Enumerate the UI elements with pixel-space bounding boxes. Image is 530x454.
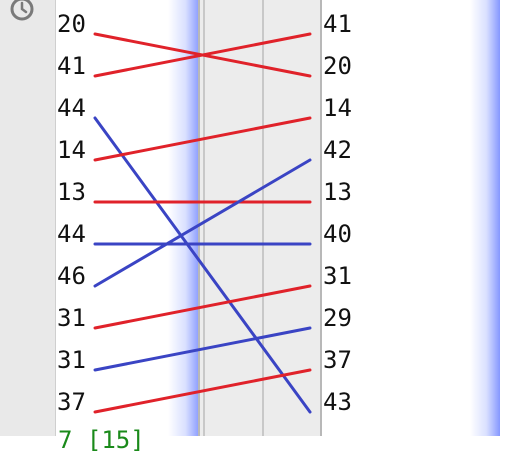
connection-line bbox=[93, 32, 312, 78]
right-value: 42 bbox=[323, 136, 352, 164]
right-value: 43 bbox=[323, 388, 352, 416]
connection-line bbox=[93, 326, 312, 372]
connection-lines bbox=[93, 32, 312, 414]
right-value: 29 bbox=[323, 304, 352, 332]
panel-divider bbox=[262, 0, 264, 436]
left-value: 46 bbox=[57, 262, 86, 290]
right-value: 20 bbox=[323, 52, 352, 80]
bottom-partial-text: 7 [15] bbox=[58, 426, 145, 454]
right-value: 37 bbox=[323, 346, 352, 374]
right-value: 13 bbox=[323, 178, 352, 206]
panel-divider bbox=[203, 0, 205, 436]
connection-line bbox=[93, 368, 312, 414]
right-value: 41 bbox=[323, 10, 352, 38]
history-icon[interactable] bbox=[9, 0, 35, 22]
panel-divider bbox=[320, 0, 322, 436]
panel-divider bbox=[198, 0, 200, 436]
connection-line bbox=[93, 116, 312, 414]
left-glow-border bbox=[168, 0, 200, 436]
left-value: 20 bbox=[57, 10, 86, 38]
middle-panel bbox=[198, 0, 322, 436]
left-value: 14 bbox=[57, 136, 86, 164]
left-value: 13 bbox=[57, 178, 86, 206]
left-value: 31 bbox=[57, 304, 86, 332]
left-gutter bbox=[0, 0, 56, 436]
connection-line bbox=[93, 284, 312, 330]
connection-line bbox=[93, 116, 312, 162]
left-value: 44 bbox=[57, 94, 86, 122]
left-value: 41 bbox=[57, 52, 86, 80]
right-value: 14 bbox=[323, 94, 352, 122]
right-glow-border bbox=[470, 0, 500, 436]
right-value: 40 bbox=[323, 220, 352, 248]
left-value: 31 bbox=[57, 346, 86, 374]
right-value: 31 bbox=[323, 262, 352, 290]
connection-line bbox=[93, 158, 312, 288]
left-value: 44 bbox=[57, 220, 86, 248]
left-value: 37 bbox=[57, 388, 86, 416]
